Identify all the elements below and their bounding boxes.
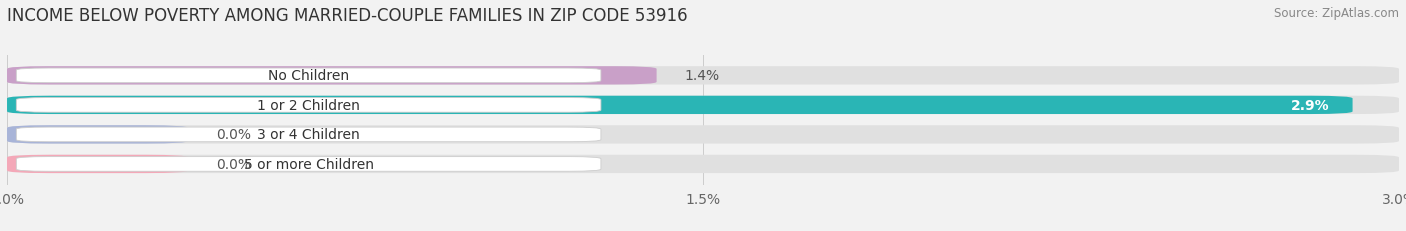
FancyBboxPatch shape [7, 67, 1399, 85]
FancyBboxPatch shape [7, 96, 1353, 115]
Text: INCOME BELOW POVERTY AMONG MARRIED-COUPLE FAMILIES IN ZIP CODE 53916: INCOME BELOW POVERTY AMONG MARRIED-COUPL… [7, 7, 688, 25]
Text: 5 or more Children: 5 or more Children [243, 157, 374, 171]
FancyBboxPatch shape [17, 157, 600, 171]
FancyBboxPatch shape [17, 98, 600, 113]
FancyBboxPatch shape [7, 126, 1399, 144]
FancyBboxPatch shape [17, 128, 600, 142]
Text: 2.9%: 2.9% [1291, 98, 1330, 112]
FancyBboxPatch shape [7, 155, 1399, 173]
FancyBboxPatch shape [7, 67, 657, 85]
FancyBboxPatch shape [7, 126, 188, 144]
Text: No Children: No Children [269, 69, 349, 83]
Text: Source: ZipAtlas.com: Source: ZipAtlas.com [1274, 7, 1399, 20]
FancyBboxPatch shape [7, 96, 1399, 115]
Text: 1.4%: 1.4% [685, 69, 720, 83]
FancyBboxPatch shape [7, 155, 188, 173]
Text: 0.0%: 0.0% [217, 157, 250, 171]
Text: 3 or 4 Children: 3 or 4 Children [257, 128, 360, 142]
FancyBboxPatch shape [17, 69, 600, 83]
Text: 1 or 2 Children: 1 or 2 Children [257, 98, 360, 112]
Text: 0.0%: 0.0% [217, 128, 250, 142]
